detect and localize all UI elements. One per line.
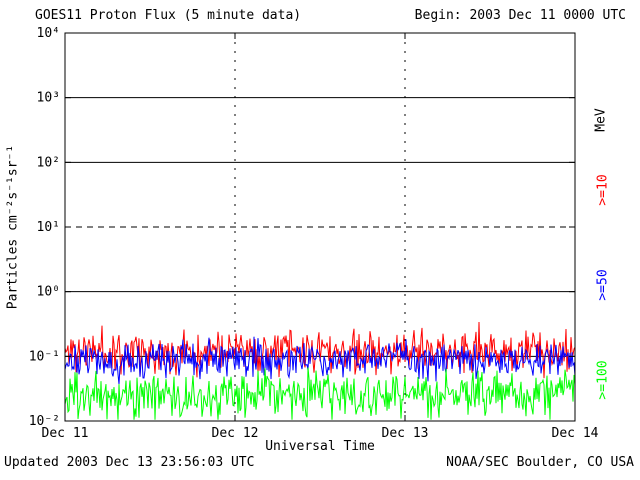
right-axis-unit-label: MeV bbox=[593, 108, 609, 132]
y-tick-label: 10⁻¹ bbox=[29, 349, 60, 364]
x-tick-label: Dec 14 bbox=[552, 426, 599, 441]
y-tick-label: 10² bbox=[37, 155, 60, 170]
y-tick-label: 10⁴ bbox=[37, 26, 60, 41]
updated-timestamp: Updated 2003 Dec 13 23:56:03 UTC bbox=[4, 455, 255, 470]
flux-series-10 bbox=[64, 321, 576, 379]
series-label-ge100: >=100 bbox=[595, 360, 611, 400]
y-tick-label: 10⁻² bbox=[29, 414, 60, 429]
y-tick-label: 10⁰ bbox=[37, 285, 60, 300]
y-tick-label: 10¹ bbox=[37, 220, 60, 235]
x-tick-label: Dec 11 bbox=[42, 426, 89, 441]
x-tick-label: Dec 13 bbox=[382, 426, 429, 441]
x-axis-label: Universal Time bbox=[265, 439, 375, 454]
y-axis-label: Particles cm⁻²s⁻¹sr⁻¹ bbox=[5, 144, 21, 310]
series-label-ge10: >=10 bbox=[595, 174, 611, 206]
source-credit: NOAA/SEC Boulder, CO USA bbox=[446, 455, 634, 470]
begin-time-label: Begin: 2003 Dec 11 0000 UTC bbox=[414, 8, 626, 23]
flux-series-50 bbox=[64, 336, 576, 385]
y-tick-label: 10³ bbox=[37, 91, 60, 106]
flux-series-100 bbox=[64, 367, 576, 420]
x-tick-label: Dec 12 bbox=[212, 426, 259, 441]
series-label-ge50: >=50 bbox=[595, 269, 611, 301]
chart-title: GOES11 Proton Flux (5 minute data) bbox=[35, 8, 302, 23]
